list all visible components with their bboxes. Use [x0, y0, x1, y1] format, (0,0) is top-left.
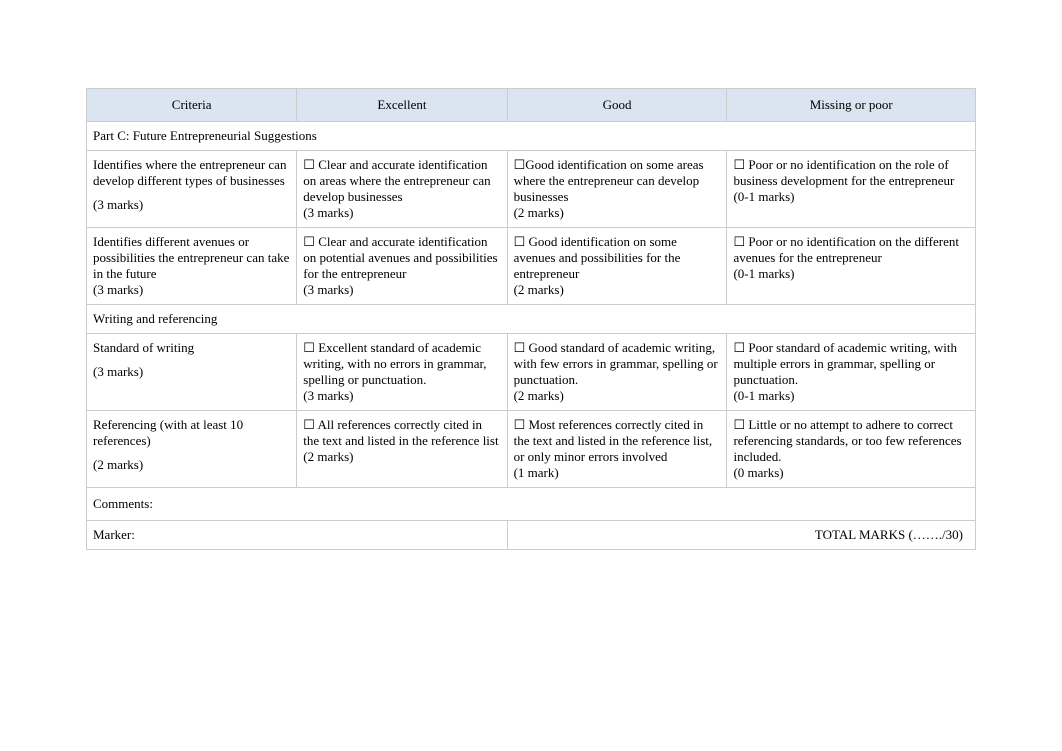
- header-excellent: Excellent: [297, 89, 507, 122]
- criteria-text: Identifies where the entrepreneur can de…: [93, 157, 286, 188]
- criteria-cell: Referencing (with at least 10 references…: [87, 411, 297, 488]
- good-text: ☐Good identification on some areas where…: [514, 157, 704, 204]
- section-part-c: Part C: Future Entrepreneurial Suggestio…: [87, 122, 976, 151]
- excellent-cell: ☐ Excellent standard of academic writing…: [297, 334, 507, 411]
- good-marks: (2 marks): [514, 205, 721, 221]
- section-writing: Writing and referencing: [87, 305, 976, 334]
- criteria-marks: (3 marks): [93, 282, 290, 298]
- excellent-cell: ☐ All references correctly cited in the …: [297, 411, 507, 488]
- criteria-cell: Identifies different avenues or possibil…: [87, 228, 297, 305]
- poor-cell: ☐ Little or no attempt to adhere to corr…: [727, 411, 976, 488]
- comments-row: Comments:: [87, 488, 976, 521]
- criteria-cell: Identifies where the entrepreneur can de…: [87, 151, 297, 228]
- good-marks: (1 mark): [514, 465, 721, 481]
- excellent-text: ☐ Excellent standard of academic writing…: [303, 340, 486, 387]
- poor-cell: ☐ Poor standard of academic writing, wit…: [727, 334, 976, 411]
- poor-cell: ☐ Poor or no identification on the diffe…: [727, 228, 976, 305]
- excellent-text: ☐ Clear and accurate identification on a…: [303, 157, 490, 204]
- criteria-marks: (2 marks): [93, 457, 290, 473]
- good-marks: (2 marks): [514, 282, 721, 298]
- comments-label: Comments:: [87, 488, 976, 521]
- total-marks: TOTAL MARKS (……./30): [507, 521, 975, 550]
- excellent-marks: (3 marks): [303, 388, 500, 404]
- header-poor: Missing or poor: [727, 89, 976, 122]
- section-part-c-title: Part C: Future Entrepreneurial Suggestio…: [87, 122, 976, 151]
- good-text: ☐ Most references correctly cited in the…: [514, 417, 713, 464]
- poor-marks: (0 marks): [733, 465, 969, 481]
- poor-text: ☐ Poor or no identification on the role …: [733, 157, 954, 188]
- poor-cell: ☐ Poor or no identification on the role …: [727, 151, 976, 228]
- excellent-marks: (3 marks): [303, 205, 500, 221]
- table-row: Referencing (with at least 10 references…: [87, 411, 976, 488]
- criteria-marks: (3 marks): [93, 364, 290, 380]
- marker-label: Marker:: [87, 521, 508, 550]
- criteria-marks: (3 marks): [93, 197, 290, 213]
- poor-text: ☐ Little or no attempt to adhere to corr…: [733, 417, 961, 464]
- poor-marks: (0-1 marks): [733, 388, 969, 404]
- good-text: ☐ Good identification on some avenues an…: [514, 234, 681, 281]
- table-row: Identifies where the entrepreneur can de…: [87, 151, 976, 228]
- excellent-cell: ☐ Clear and accurate identification on a…: [297, 151, 507, 228]
- good-cell: ☐ Good identification on some avenues an…: [507, 228, 727, 305]
- good-text: ☐ Good standard of academic writing, wit…: [514, 340, 718, 387]
- header-row: Criteria Excellent Good Missing or poor: [87, 89, 976, 122]
- excellent-text: ☐ All references correctly cited in the …: [303, 417, 498, 448]
- criteria-text: Referencing (with at least 10 references…: [93, 417, 243, 448]
- good-cell: ☐ Good standard of academic writing, wit…: [507, 334, 727, 411]
- excellent-cell: ☐ Clear and accurate identification on p…: [297, 228, 507, 305]
- poor-text: ☐ Poor standard of academic writing, wit…: [733, 340, 957, 387]
- excellent-marks: (3 marks): [303, 282, 500, 298]
- excellent-text: ☐ Clear and accurate identification on p…: [303, 234, 497, 281]
- good-cell: ☐ Most references correctly cited in the…: [507, 411, 727, 488]
- poor-marks: (0-1 marks): [733, 266, 969, 282]
- footer-row: Marker: TOTAL MARKS (……./30): [87, 521, 976, 550]
- table-row: Standard of writing (3 marks) ☐ Excellen…: [87, 334, 976, 411]
- poor-text: ☐ Poor or no identification on the diffe…: [733, 234, 959, 265]
- excellent-marks: (2 marks): [303, 449, 500, 465]
- criteria-cell: Standard of writing (3 marks): [87, 334, 297, 411]
- section-writing-title: Writing and referencing: [87, 305, 976, 334]
- good-cell: ☐Good identification on some areas where…: [507, 151, 727, 228]
- header-good: Good: [507, 89, 727, 122]
- poor-marks: (0-1 marks): [733, 189, 969, 205]
- table-row: Identifies different avenues or possibil…: [87, 228, 976, 305]
- criteria-text: Identifies different avenues or possibil…: [93, 234, 289, 281]
- header-criteria: Criteria: [87, 89, 297, 122]
- good-marks: (2 marks): [514, 388, 721, 404]
- criteria-text: Standard of writing: [93, 340, 194, 355]
- rubric-table: Criteria Excellent Good Missing or poor …: [86, 88, 976, 550]
